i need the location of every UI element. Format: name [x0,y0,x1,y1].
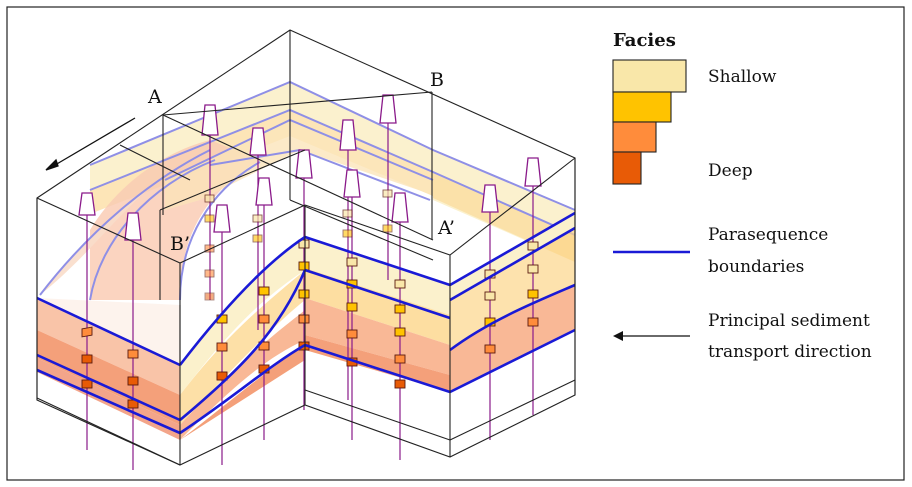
well-head-5 [213,204,231,233]
back-inner-tan [165,120,433,210]
front-middle-face [180,237,305,440]
well-head-9 [343,169,361,198]
transport-arrow [45,117,136,171]
legend: Facies Shallow Deep Parasequence boundar… [612,30,872,362]
legend-title: Facies [613,30,676,51]
well-head-2 [124,212,142,241]
well-head-8 [339,119,357,151]
facies-swatch-3 [612,121,657,153]
back-left-band-shallow [90,82,433,190]
facies-label-shallow: Shallow [708,67,777,87]
label-a-prime: A’ [437,217,455,239]
label-b: B [430,69,444,91]
facies-label-deep: Deep [708,161,753,181]
well-head-13 [524,157,542,187]
well-head-7 [295,149,313,179]
facies-swatch-shallow [612,59,687,93]
well-head-3 [201,104,219,136]
faint-boundaries [39,80,576,301]
back-left-wing-top [40,150,210,295]
facies-swatch-deep [612,151,642,185]
transport-label-1: Principal sediment [708,311,870,331]
front-left-face [37,298,180,440]
figure-frame [6,6,905,481]
well-head-10 [379,94,397,124]
parasequence-boundaries [36,211,576,435]
front-right-face [450,213,575,392]
well-head-1 [78,192,96,216]
facies-swatch-2 [612,91,672,123]
well-heads [78,94,542,241]
parasequence-label-1: Parasequence [708,225,828,245]
parasequence-label-2: boundaries [708,257,804,277]
label-a: A [147,86,162,108]
well-head-6 [255,177,273,206]
well-head-11 [391,192,409,223]
transport-label-2: transport direction [708,342,872,362]
front-center-face [305,237,450,392]
transport-legend-arrowhead [613,331,623,341]
facies-markers [81,189,539,409]
label-b-prime: B’ [170,233,190,255]
block-wireframe [36,29,576,466]
well-head-12 [481,184,499,213]
well-head-4 [249,127,267,156]
